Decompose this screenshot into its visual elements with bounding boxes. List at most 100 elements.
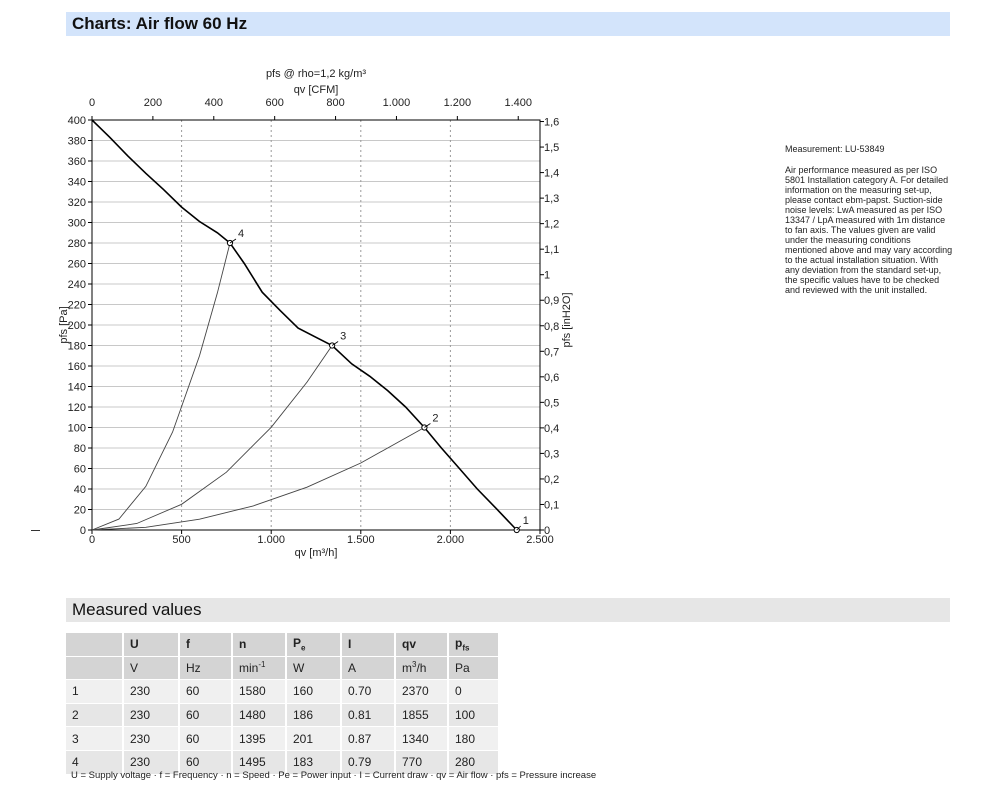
unit-cell: min-1 (233, 656, 287, 681)
operating-point (226, 239, 234, 247)
y2-tick-label: 1,5 (544, 142, 559, 154)
page-title: Charts: Air flow 60 Hz (72, 14, 248, 33)
x-tick-label: 1.500 (347, 534, 375, 546)
y-tick-label: 100 (68, 423, 86, 435)
cell: 160 (287, 680, 342, 704)
y-tick-label: 260 (68, 259, 86, 271)
y2-tick-label: 0,6 (544, 372, 559, 384)
x-axis-label: qv [m³/h] (295, 547, 338, 559)
cell: 201 (287, 727, 342, 751)
fan-curve (91, 119, 518, 531)
y-tick-label: 320 (68, 197, 86, 209)
y2-tick-label: 0,2 (544, 474, 559, 486)
cell: 1480 (233, 703, 287, 728)
y2-tick-label: 0,7 (544, 346, 559, 358)
y2-tick-label: 0,4 (544, 423, 559, 435)
y-tick-label: 40 (74, 484, 86, 496)
unit-cell: m3/h (396, 656, 449, 681)
y2-tick-label: 1,4 (544, 168, 559, 180)
x2-tick-label: 1.200 (444, 97, 472, 109)
x2-tick-label: 400 (205, 97, 223, 109)
y-tick-label: 360 (68, 156, 86, 168)
page-title-bar: Charts: Air flow 60 Hz (66, 12, 950, 36)
header-cell: U (124, 633, 180, 657)
cell: 280 (449, 750, 500, 775)
cell: 60 (180, 680, 233, 704)
measured-values-table: U f n Pe I qv pfs V Hz min-1 W A m3/h Pa… (66, 633, 500, 775)
y-tick-label: 200 (68, 320, 86, 332)
x2-tick-label: 0 (89, 97, 95, 109)
table-units-row: V Hz min-1 W A m3/h Pa (66, 656, 500, 681)
y2-tick-label: 0,3 (544, 448, 559, 460)
measured-values-title: Measured values (72, 600, 202, 619)
measurement-id: Measurement: LU-53849 (785, 144, 885, 154)
table-row: 4 230 60 1495 183 0.79 770 280 (66, 750, 500, 775)
cell: 1855 (396, 703, 449, 728)
cell: 230 (124, 680, 180, 704)
y-tick-label: 0 (80, 525, 86, 537)
y2-tick-label: 1,2 (544, 219, 559, 231)
header-cell: n (233, 633, 287, 657)
x-tick-label: 1.000 (257, 534, 285, 546)
x2-tick-label: 800 (326, 97, 344, 109)
y-tick-label: 60 (74, 464, 86, 476)
unit-cell (66, 656, 124, 681)
cell: 3 (66, 727, 124, 751)
x2-tick-label: 1.400 (504, 97, 532, 109)
unit-cell: Pa (449, 656, 500, 681)
cell: 1580 (233, 680, 287, 704)
margin-marker (31, 530, 40, 531)
cell: 230 (124, 703, 180, 728)
cell: 1340 (396, 727, 449, 751)
y2-tick-label: 0,8 (544, 321, 559, 333)
cell: 186 (287, 703, 342, 728)
y2-tick-label: 1 (544, 270, 550, 282)
cell: 60 (180, 727, 233, 751)
y2-tick-label: 0,5 (544, 397, 559, 409)
chart-title: pfs @ rho=1,2 kg/m³ (266, 68, 366, 80)
y-tick-label: 300 (68, 218, 86, 230)
cell: 60 (180, 703, 233, 728)
cell: 2 (66, 703, 124, 728)
cell: 180 (449, 727, 500, 751)
unit-cell: V (124, 656, 180, 681)
table-header-row: U f n Pe I qv pfs (66, 633, 500, 657)
y-tick-label: 80 (74, 443, 86, 455)
table-legend: U = Supply voltage · f = Frequency · n =… (71, 770, 597, 781)
y-tick-label: 120 (68, 402, 86, 414)
plot-frame (91, 119, 541, 531)
measured-values-bar: Measured values (66, 598, 950, 622)
y-tick-label: 240 (68, 279, 86, 291)
table-row: 2 230 60 1480 186 0.81 1855 100 (66, 703, 500, 728)
point-leader (229, 238, 237, 244)
point-label: 1 (523, 515, 529, 527)
cell: 230 (124, 727, 180, 751)
y2-tick-label: 0 (544, 525, 550, 537)
unit-cell: W (287, 656, 342, 681)
x2-axis-label: qv [CFM] (294, 84, 339, 96)
system-line-4 (91, 242, 231, 531)
measurement-note: Measurement: LU-53849 Air performance me… (785, 144, 955, 306)
cell: 4 (66, 750, 124, 775)
y-tick-label: 380 (68, 136, 86, 148)
cell: 100 (449, 703, 500, 728)
y-tick-label: 180 (68, 341, 86, 353)
point-leader (331, 341, 339, 346)
point-label: 4 (238, 228, 244, 240)
y-tick-label: 20 (74, 505, 86, 517)
y2-tick-label: 1,6 (544, 117, 559, 129)
y2-axis-label: pfs [inH2O] (561, 292, 573, 347)
point-label: 3 (340, 331, 346, 343)
header-cell (66, 633, 124, 657)
system-line-3 (91, 345, 333, 531)
x2-tick-label: 200 (144, 97, 162, 109)
cell: 230 (124, 750, 180, 775)
cell: 2370 (396, 680, 449, 704)
cell: 0.79 (342, 750, 396, 775)
cell: 1495 (233, 750, 287, 775)
x-tick-label: 0 (89, 534, 95, 546)
x2-tick-label: 600 (265, 97, 283, 109)
y2-tick-label: 1,3 (544, 193, 559, 205)
header-cell: f (180, 633, 233, 657)
y-tick-label: 280 (68, 238, 86, 250)
